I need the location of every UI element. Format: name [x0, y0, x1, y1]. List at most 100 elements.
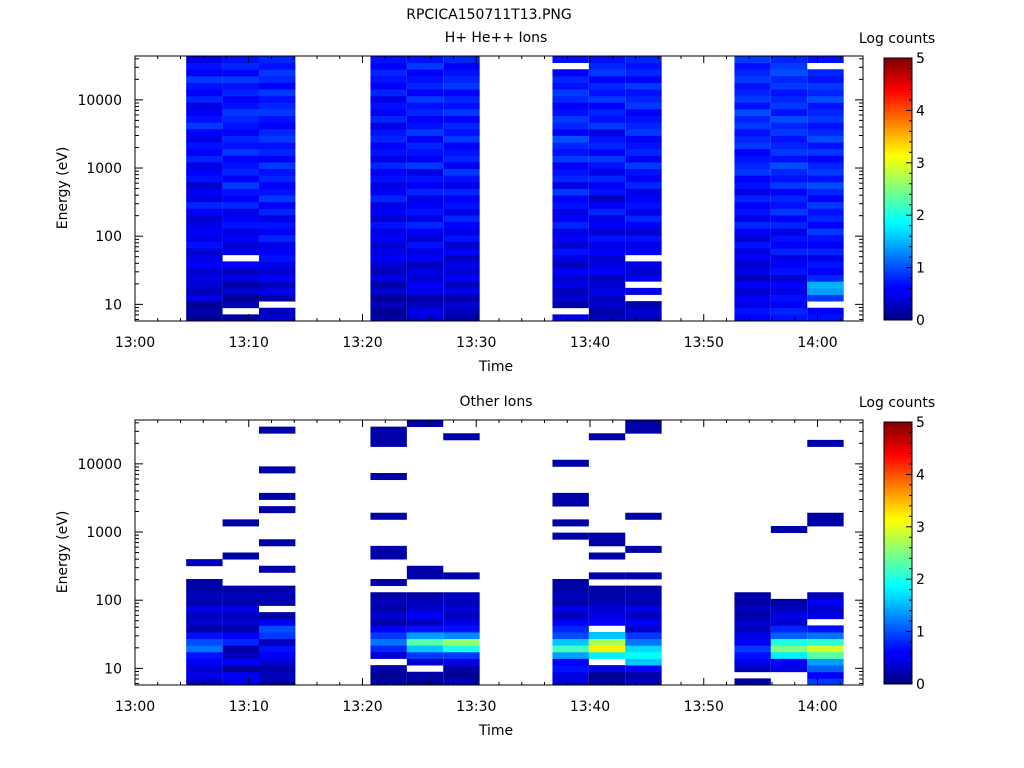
- heatmap-cell: [807, 287, 844, 295]
- heatmap-cell: [258, 314, 296, 322]
- x-tick-label: 13:50: [684, 335, 724, 351]
- axes: 13:00 13:10 13:20 13:30 13:40 13:50 14:00 10 100…: [77, 55, 864, 351]
- heatmap-cell: [588, 307, 626, 315]
- heatmap-cell: [443, 632, 480, 640]
- heatmap-cell: [186, 162, 223, 170]
- heatmap-cell: [552, 115, 589, 123]
- heatmap-cell: [625, 645, 662, 653]
- heatmap-cell: [734, 175, 771, 183]
- heatmap-cell: [770, 314, 808, 322]
- heatmap-cell: [222, 598, 259, 606]
- heatmap-cell: [186, 215, 223, 223]
- heatmap-cell: [258, 665, 296, 673]
- heatmap-cell: [222, 208, 259, 216]
- heatmap-cell: [770, 215, 808, 223]
- heatmap-cell: [222, 195, 259, 203]
- heatmap-cell: [370, 95, 407, 103]
- colorbar-tick-label: 1: [916, 625, 925, 641]
- heatmap-cell: [807, 254, 844, 262]
- heatmap-cell: [186, 228, 223, 236]
- heatmap-cell: [552, 175, 589, 183]
- heatmap-cell: [222, 301, 259, 309]
- heatmap-cell: [770, 261, 808, 269]
- colorbar-gradient: [883, 421, 913, 685]
- heatmap-cell: [186, 89, 223, 97]
- heatmap-cell: [588, 671, 626, 679]
- heatmap-cell: [406, 645, 444, 653]
- heatmap-cell: [588, 665, 626, 673]
- heatmap-cell: [186, 301, 223, 309]
- heatmap-cell: [443, 678, 480, 686]
- heatmap-cell: [222, 175, 259, 183]
- heatmap-cell: [186, 221, 223, 229]
- heatmap-cell: [625, 658, 662, 666]
- heatmap-cell: [770, 122, 808, 130]
- heatmap-cell: [258, 82, 296, 90]
- heatmap-cell: [625, 585, 662, 593]
- heatmap-cell: [443, 142, 480, 150]
- heatmap-cell: [443, 294, 480, 302]
- heatmap-cell: [406, 420, 444, 428]
- heatmap-cell: [258, 75, 296, 83]
- heatmap-cell: [588, 56, 626, 64]
- heatmap-cell: [770, 281, 808, 289]
- x-tick-label: 14:00: [797, 699, 837, 715]
- heatmap-cell: [222, 228, 259, 236]
- heatmap-cell: [406, 175, 444, 183]
- heatmap-cell: [258, 307, 296, 315]
- heatmap-cell: [222, 102, 259, 110]
- heatmap-cell: [625, 215, 662, 223]
- colorbar-tick-label: 0: [916, 313, 925, 329]
- heatmap-cell: [588, 221, 626, 229]
- heatmap-cell: [807, 294, 844, 302]
- heatmap-cell: [406, 307, 444, 315]
- heatmap-cell: [443, 221, 480, 229]
- heatmap-cell: [222, 618, 259, 626]
- heatmap-cell: [406, 294, 444, 302]
- heatmap-cell: [186, 195, 223, 203]
- heatmap-cell: [222, 215, 259, 223]
- heatmap-cell: [443, 625, 480, 633]
- heatmap-cell: [625, 82, 662, 90]
- colorbar: 0 1 2 3 4 5: [883, 415, 925, 693]
- heatmap-cell: [807, 678, 844, 686]
- heatmap-cell: [443, 314, 480, 322]
- heatmap-cell: [588, 248, 626, 256]
- y-tick-label: 100: [95, 593, 122, 609]
- x-tick-label: 13:00: [115, 699, 155, 715]
- heatmap-cell: [406, 658, 444, 666]
- heatmap-cell: [406, 618, 444, 626]
- heatmap-cell: [258, 645, 296, 653]
- heatmap-cell: [734, 122, 771, 130]
- heatmap-cell: [443, 254, 480, 262]
- heatmap-cell: [186, 678, 223, 686]
- heatmap-cell: [370, 426, 407, 434]
- heatmap-cell: [258, 281, 296, 289]
- heatmap-cell: [552, 592, 589, 600]
- heatmap-cell: [734, 135, 771, 143]
- heatmap-cells: [186, 420, 844, 686]
- heatmap-cell: [625, 632, 662, 640]
- heatmap-cell: [406, 268, 444, 276]
- heatmap-cell: [588, 175, 626, 183]
- heatmap-cell: [370, 592, 407, 600]
- heatmap-cell: [258, 294, 296, 302]
- heatmap-cell: [443, 638, 480, 646]
- heatmap-cell: [370, 62, 407, 70]
- heatmap-cell: [734, 82, 771, 90]
- heatmap-cell: [222, 115, 259, 123]
- heatmap-cell: [807, 208, 844, 216]
- heatmap-cell: [222, 75, 259, 83]
- heatmap-cell: [552, 268, 589, 276]
- heatmap-cell: [370, 274, 407, 282]
- heatmap-cell: [807, 651, 844, 659]
- heatmap-cell: [552, 632, 589, 640]
- heatmap-cell: [807, 148, 844, 156]
- heatmap-cell: [370, 598, 407, 606]
- heatmap-cell: [807, 188, 844, 196]
- heatmap-cell: [222, 665, 259, 673]
- heatmap-cell: [443, 75, 480, 83]
- heatmap-cell: [625, 142, 662, 150]
- heatmap-cell: [186, 625, 223, 633]
- heatmap-cell: [552, 142, 589, 150]
